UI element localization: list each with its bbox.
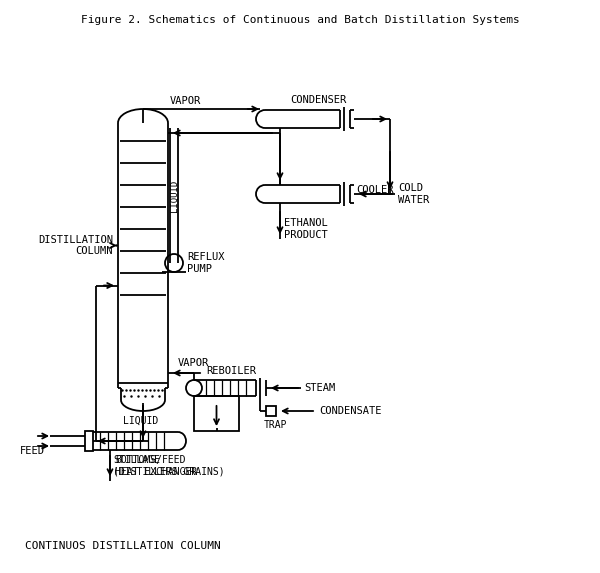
Text: CONDENSER: CONDENSER [290, 95, 346, 105]
Bar [266, 406, 276, 416]
Text: BOTTOMS/FEED
HEAT EXCHANGER: BOTTOMS/FEED HEAT EXCHANGER [115, 455, 197, 477]
Text: STILLAGE
(DISTILLERS GRAINS): STILLAGE (DISTILLERS GRAINS) [113, 455, 224, 477]
Bar [85, 431, 93, 451]
Text: STEAM: STEAM [304, 383, 335, 393]
Text: TRAP: TRAP [264, 420, 287, 430]
Text: FEED: FEED [19, 446, 44, 456]
Text: DISTILLATION
COLUMN: DISTILLATION COLUMN [38, 235, 113, 256]
Text: CONTINUOS DISTILLATION COLUMN: CONTINUOS DISTILLATION COLUMN [25, 541, 221, 551]
Text: LIQUID: LIQUID [170, 179, 179, 211]
Text: REFLUX
PUMP: REFLUX PUMP [187, 252, 224, 274]
Text: VAPOR: VAPOR [169, 96, 200, 106]
Text: VAPOR: VAPOR [178, 358, 209, 368]
Text: REBOILER: REBOILER [206, 366, 256, 376]
Text: Figure 2. Schematics of Continuous and Batch Distillation Systems: Figure 2. Schematics of Continuous and B… [80, 15, 520, 25]
Text: COOLER: COOLER [356, 185, 394, 195]
Bar [194, 396, 239, 431]
Text: ETHANOL
PRODUCT: ETHANOL PRODUCT [284, 218, 328, 240]
Text: LIQUID: LIQUID [123, 416, 158, 426]
Text: CONDENSATE: CONDENSATE [319, 406, 382, 416]
Text: COLD
WATER: COLD WATER [398, 183, 429, 205]
